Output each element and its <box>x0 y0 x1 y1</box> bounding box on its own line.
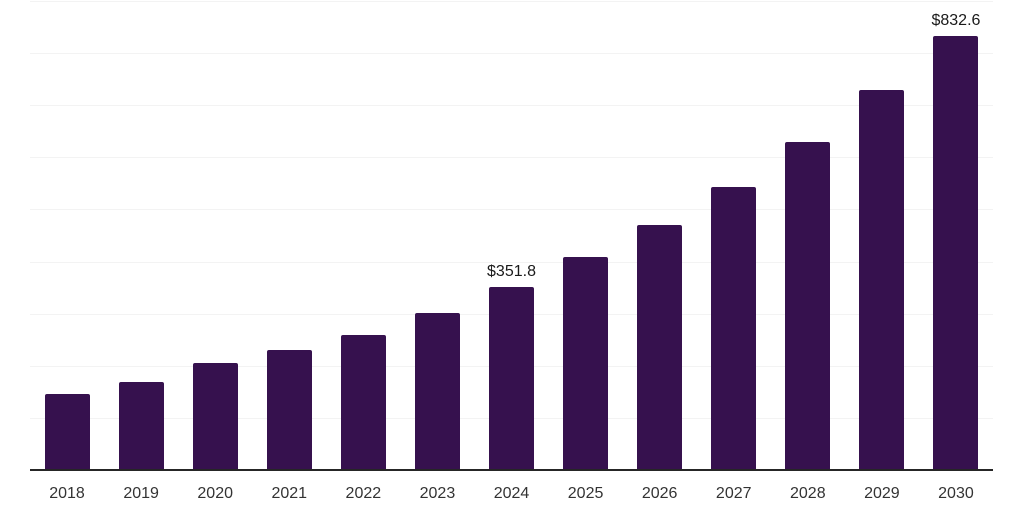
bar-2030 <box>933 36 979 470</box>
gridline-400 <box>30 261 993 263</box>
bar-2026 <box>637 224 683 470</box>
x-tick-2022: 2022 <box>345 485 382 502</box>
x-tick-2029: 2029 <box>864 485 900 502</box>
x-tick-2018: 2018 <box>49 485 85 502</box>
x-tick-2026: 2026 <box>641 485 678 502</box>
bar-2018 <box>44 394 90 470</box>
bar-2028 <box>785 142 831 470</box>
bar-2029 <box>859 90 905 470</box>
x-tick-2020: 2020 <box>197 485 233 502</box>
x-tick-2025: 2025 <box>567 485 604 502</box>
bar-2023 <box>414 312 460 470</box>
x-tick-2028: 2028 <box>790 485 826 502</box>
x-tick-2023: 2023 <box>419 485 456 502</box>
gridline-800 <box>30 53 993 55</box>
gridline-600 <box>30 157 993 159</box>
x-tick-2024: 2024 <box>493 485 530 502</box>
gridline-900 <box>30 1 993 2</box>
gridline-500 <box>30 209 993 211</box>
x-tick-2021: 2021 <box>271 485 308 502</box>
bar-2024 <box>489 286 534 470</box>
bar-2021 <box>266 349 312 470</box>
x-tick-2019: 2019 <box>123 485 159 502</box>
bar-2019 <box>118 381 164 470</box>
value-label-2030: $832.6 <box>931 12 981 30</box>
x-tick-2030: 2030 <box>938 485 974 502</box>
gridline-700 <box>30 105 993 107</box>
x-axis-line <box>30 469 993 471</box>
x-tick-2027: 2027 <box>715 485 752 502</box>
bar-2025 <box>563 256 609 470</box>
bar-2022 <box>340 334 386 470</box>
bar-2020 <box>192 362 238 470</box>
bar-2027 <box>711 186 757 470</box>
value-label-2024: $351.8 <box>487 262 536 280</box>
